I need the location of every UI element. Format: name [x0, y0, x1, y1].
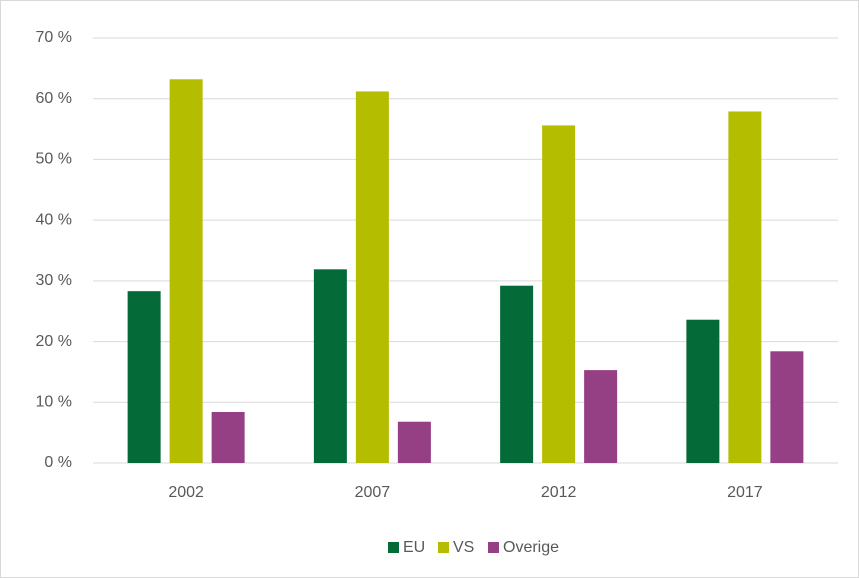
y-tick-label: 70 % — [36, 29, 72, 46]
y-tick-label: 30 % — [36, 272, 72, 289]
legend-label: EU — [403, 539, 425, 556]
legend-label: VS — [453, 539, 474, 556]
bar — [313, 269, 347, 463]
bar — [686, 319, 720, 463]
x-tick-label: 2002 — [168, 484, 204, 501]
y-tick-label: 50 % — [36, 151, 72, 168]
y-tick-label: 60 % — [36, 90, 72, 107]
legend-swatch — [388, 542, 399, 553]
x-tick-label: 2012 — [541, 484, 577, 501]
bar — [500, 285, 534, 463]
x-tick-label: 2007 — [355, 484, 391, 501]
legend-swatch — [488, 542, 499, 553]
y-tick-label: 40 % — [36, 211, 72, 228]
bar — [211, 412, 245, 463]
bar — [728, 111, 762, 463]
x-tick-label: 2017 — [727, 484, 763, 501]
legend-swatch — [438, 542, 449, 553]
bar — [542, 125, 576, 463]
y-tick-label: 20 % — [36, 333, 72, 350]
bar — [169, 79, 203, 464]
legend-label: Overige — [503, 539, 559, 556]
bar — [770, 351, 804, 463]
bar — [127, 291, 161, 463]
bar — [397, 421, 431, 463]
y-tick-label: 10 % — [36, 394, 72, 411]
y-tick-label: 0 % — [44, 454, 72, 471]
bar — [584, 370, 618, 463]
bar — [355, 91, 389, 463]
